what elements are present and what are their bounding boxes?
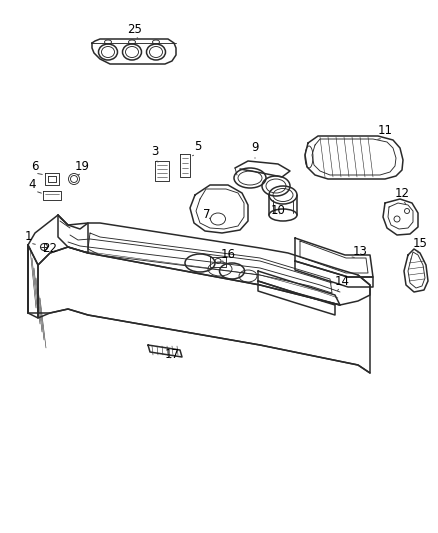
Text: 11: 11 xyxy=(378,124,392,137)
Text: 4: 4 xyxy=(28,178,36,191)
Text: 6: 6 xyxy=(31,160,39,173)
Text: 15: 15 xyxy=(413,237,427,250)
Text: 17: 17 xyxy=(165,348,180,361)
Text: 3: 3 xyxy=(151,145,159,158)
Text: 5: 5 xyxy=(194,140,201,153)
Text: 25: 25 xyxy=(127,23,142,36)
Text: 10: 10 xyxy=(271,204,286,217)
Text: 16: 16 xyxy=(220,248,236,261)
Text: 7: 7 xyxy=(203,208,211,221)
Text: 13: 13 xyxy=(353,245,367,258)
Text: 22: 22 xyxy=(42,242,57,255)
Text: 12: 12 xyxy=(395,187,410,200)
Text: 9: 9 xyxy=(251,141,259,154)
Text: 19: 19 xyxy=(74,160,89,173)
Text: 14: 14 xyxy=(335,275,350,288)
Text: 1: 1 xyxy=(24,230,32,243)
